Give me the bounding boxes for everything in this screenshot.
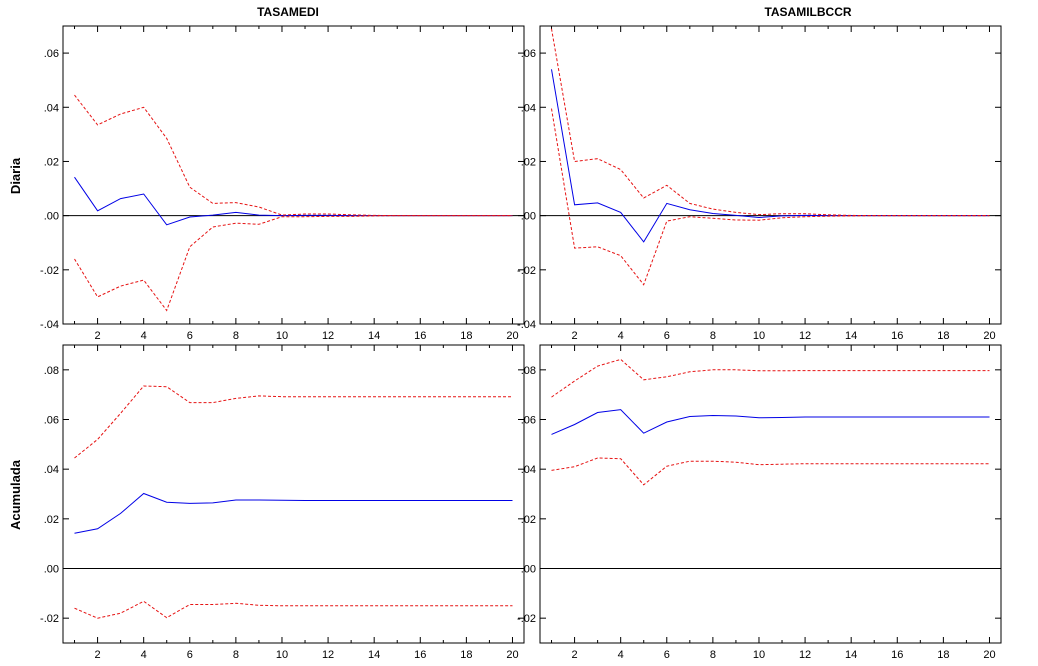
x-tick-label: 18 — [460, 649, 472, 661]
response-line — [551, 409, 990, 435]
x-tick-label: 20 — [983, 649, 995, 661]
x-tick-label: 18 — [937, 649, 949, 661]
y-tick-label: .06 — [44, 48, 59, 60]
y-tick-label: .04 — [521, 464, 536, 476]
y-tick-label: -.04 — [40, 319, 59, 331]
x-tick-label: 4 — [618, 649, 624, 661]
x-tick-label: 16 — [414, 649, 426, 661]
column-title-tasamedi: TASAMEDI — [257, 5, 319, 19]
chart-panel-0-0: -.04 -.02 .00 .02 .04 .06 2 4 6 8 10 12 14 16 18 20 — [40, 25, 525, 342]
y-tick-label: .06 — [521, 415, 536, 427]
x-tick-label: 8 — [233, 649, 239, 661]
y-tick-label: .00 — [44, 564, 59, 576]
x-tick-label: 4 — [141, 330, 147, 342]
x-tick-label: 20 — [983, 330, 995, 342]
plot-frame — [539, 344, 1002, 644]
x-tick-label: 12 — [799, 330, 811, 342]
lower-band-line — [551, 457, 990, 486]
x-tick-label: 6 — [664, 649, 670, 661]
y-tick-label: .02 — [521, 156, 536, 168]
x-tick-label: 12 — [322, 649, 334, 661]
x-tick-label: 6 — [664, 330, 670, 342]
x-tick-label: 6 — [187, 649, 193, 661]
x-tick-label: 10 — [753, 649, 765, 661]
x-tick-label: 14 — [845, 649, 857, 661]
plot-frame — [62, 344, 525, 644]
x-tick-label: 10 — [753, 330, 765, 342]
row-title-diaria: Diaria — [8, 157, 23, 194]
y-tick-label: .06 — [521, 48, 536, 60]
lower-band-line — [74, 215, 513, 312]
x-tick-label: 14 — [368, 330, 380, 342]
x-tick-label: 10 — [276, 649, 288, 661]
x-tick-label: 10 — [276, 330, 288, 342]
lower-band-line — [551, 108, 990, 286]
y-tick-label: .08 — [521, 365, 536, 377]
x-tick-label: 2 — [572, 649, 578, 661]
upper-band-line — [551, 28, 990, 217]
plot-frame — [539, 25, 1002, 325]
x-tick-label: 2 — [95, 330, 101, 342]
plot-frame — [62, 25, 525, 325]
y-tick-label: -.02 — [517, 613, 536, 625]
y-tick-label: .00 — [44, 211, 59, 223]
x-tick-label: 6 — [187, 330, 193, 342]
chart-panel-1-1: -.02 .00 .02 .04 .06 .08 2 4 6 8 10 12 14 16 18 20 — [517, 344, 1002, 661]
x-tick-label: 16 — [414, 330, 426, 342]
x-tick-label: 12 — [322, 330, 334, 342]
x-tick-label: 8 — [710, 649, 716, 661]
y-tick-label: -.04 — [517, 319, 536, 331]
x-tick-label: 2 — [572, 330, 578, 342]
response-line — [551, 69, 990, 243]
x-tick-label: 16 — [891, 649, 903, 661]
response-line — [74, 176, 513, 226]
upper-band-line — [551, 358, 990, 398]
y-tick-label: -.02 — [517, 265, 536, 277]
lower-band-line — [74, 600, 513, 619]
column-title-tasamilbccr: TASAMILBCCR — [764, 5, 851, 19]
y-tick-label: .02 — [44, 156, 59, 168]
y-tick-label: .02 — [44, 514, 59, 526]
x-tick-label: 12 — [799, 649, 811, 661]
upper-band-line — [74, 94, 513, 217]
x-tick-label: 16 — [891, 330, 903, 342]
y-tick-label: .04 — [521, 102, 536, 114]
chart-panel-0-1: -.04 -.02 .00 .02 .04 .06 2 4 6 8 10 12 14 16 18 20 — [517, 25, 1002, 342]
y-tick-label: .00 — [521, 211, 536, 223]
y-tick-label: .06 — [44, 415, 59, 427]
x-tick-label: 4 — [141, 649, 147, 661]
upper-band-line — [74, 385, 513, 459]
x-tick-label: 14 — [845, 330, 857, 342]
x-tick-label: 8 — [710, 330, 716, 342]
y-tick-label: .04 — [44, 102, 59, 114]
x-tick-label: 18 — [460, 330, 472, 342]
x-tick-label: 18 — [937, 330, 949, 342]
response-line — [74, 492, 513, 534]
y-tick-label: .08 — [44, 365, 59, 377]
x-tick-label: 4 — [618, 330, 624, 342]
y-tick-label: .02 — [521, 514, 536, 526]
y-tick-label: .00 — [521, 564, 536, 576]
x-tick-label: 20 — [506, 649, 518, 661]
chart-panels: -.04-.02.00.02.04.062 4 6 8 10 12 14 16 18 20-.04… — [40, 25, 1002, 661]
x-tick-label: 2 — [95, 649, 101, 661]
x-tick-label: 20 — [506, 330, 518, 342]
y-tick-label: -.02 — [40, 265, 59, 277]
x-tick-label: 8 — [233, 330, 239, 342]
chart-panel-1-0: -.02 .00 .02 .04 .06 .08 2 4 6 8 10 12 14 16 18 20 — [40, 344, 525, 661]
y-tick-label: -.02 — [40, 613, 59, 625]
y-tick-label: .04 — [44, 464, 59, 476]
row-title-acumulada: Acumulada — [8, 459, 23, 530]
x-tick-label: 14 — [368, 649, 380, 661]
